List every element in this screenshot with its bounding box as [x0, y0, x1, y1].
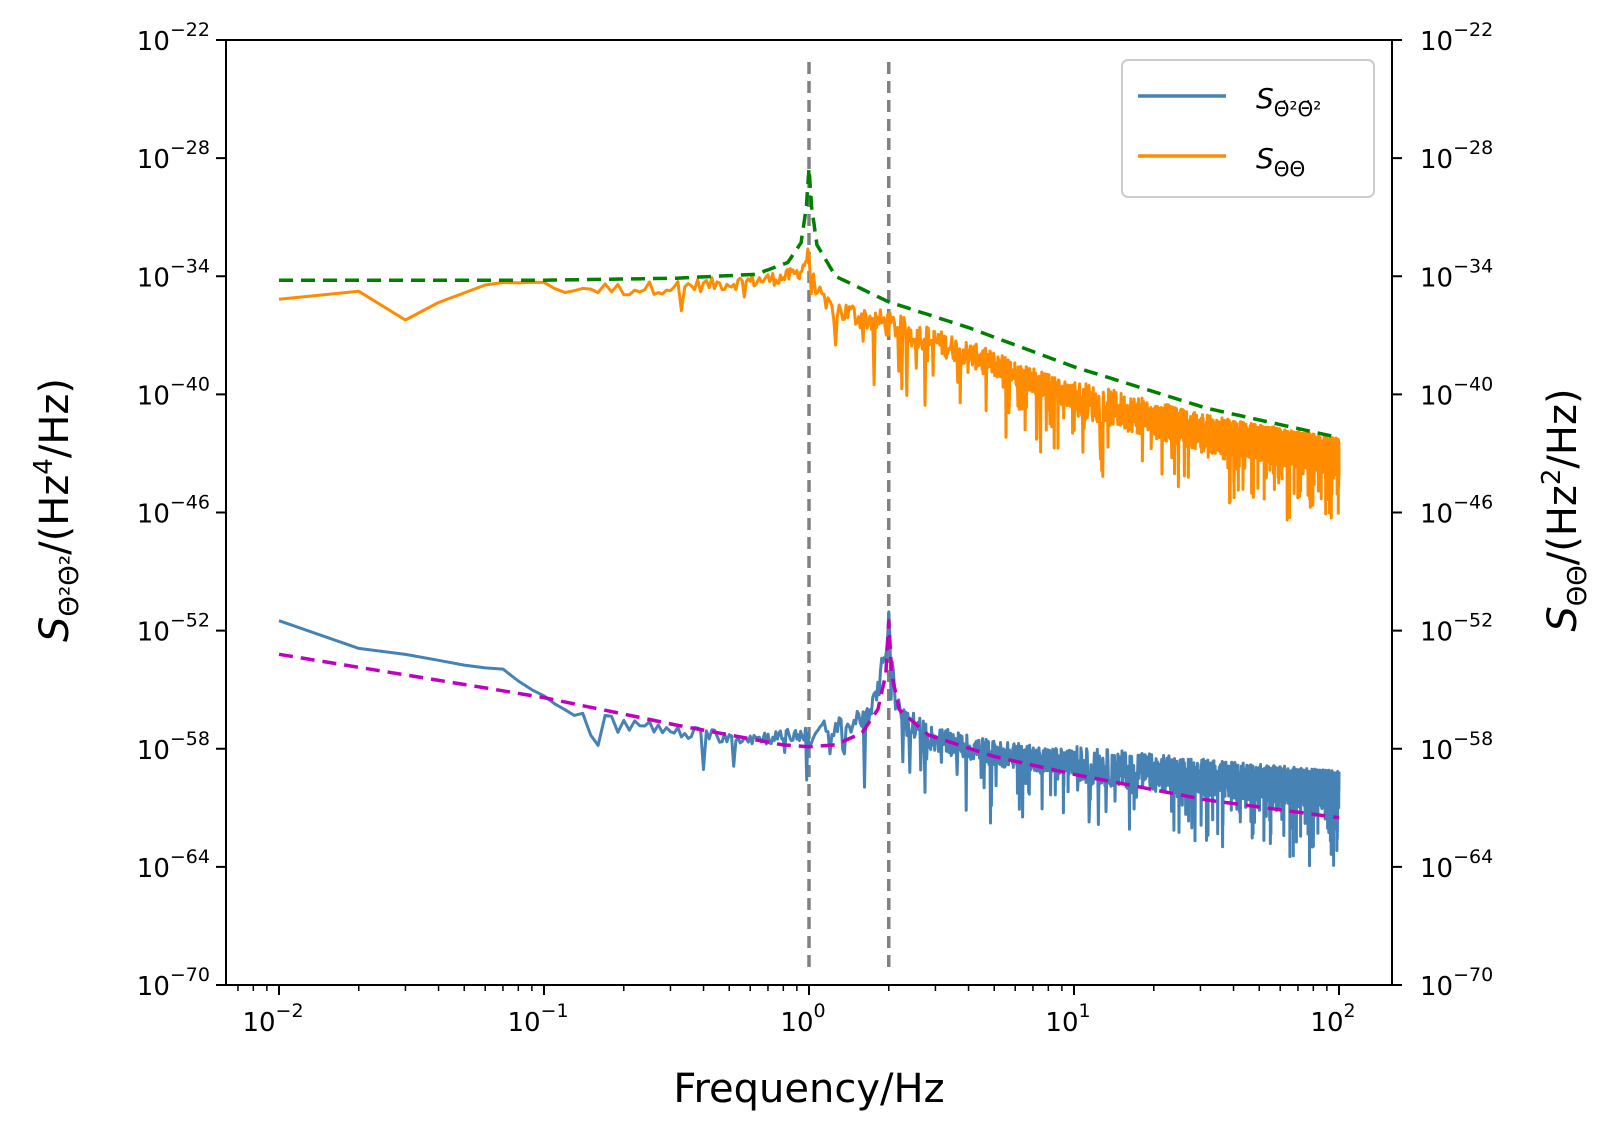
y-left-axis-title: SΘ̇²Θ̇²/(Hz4/Hz): [29, 378, 85, 642]
y-left-axis-title-tail: /Hz): [32, 378, 78, 458]
x-tick-exp-3: 0: [814, 1000, 826, 1022]
y-right-tick-exp-5: −46: [1453, 492, 1493, 514]
x-tick-exp-4: 1: [1079, 1000, 1091, 1022]
y-right-axis-title-main: S: [1540, 606, 1586, 631]
y-right-axis-title-exp: 2: [1537, 469, 1567, 486]
y-left-axis-title-exp: 4: [29, 458, 59, 475]
y-right-tick-exp-2: −28: [1453, 137, 1493, 159]
y-right-tick-exp-8: −64: [1453, 846, 1493, 868]
x-tick-exp-5: 2: [1344, 1000, 1356, 1022]
y-left-tick-exp-8: −64: [170, 846, 210, 868]
y-left-tick-exp-5: −46: [170, 492, 210, 514]
series-4-line: [278, 619, 1340, 820]
y-left-axis-title-main: S: [32, 617, 78, 642]
y-right-tick-exp-3: −34: [1453, 255, 1493, 277]
y-left-axis-title-unit: /(Hz: [32, 475, 78, 555]
y-right-axis-title-unit: /(Hz: [1540, 485, 1586, 565]
y-left-tick-exp-6: −52: [170, 610, 210, 632]
y-left-axis-title-sub: Θ̇²Θ̇²: [55, 555, 85, 617]
y-right-tick-exp-7: −58: [1453, 728, 1493, 750]
legend-label-sub-2: ΘΘ: [1274, 157, 1305, 181]
y-left-tick-exp-2: −28: [170, 137, 210, 159]
y-left-tick-exp-4: −40: [170, 373, 210, 395]
y-right-axis-title-sub: ΘΘ: [1563, 565, 1593, 606]
plot-area: [278, 62, 1341, 967]
y-right-tick-exp-6: −52: [1453, 610, 1493, 632]
x-axis-title: Frequency/Hz: [673, 1066, 944, 1112]
legend-box: [1121, 59, 1375, 198]
y-right-axis-title: SΘΘ/(Hz2/Hz): [1537, 388, 1593, 631]
y-left-tick-exp-9: −70: [170, 964, 210, 986]
x-tick-exp-2: −1: [541, 1000, 569, 1022]
y-right-tick-exp-9: −70: [1453, 964, 1493, 986]
legend-label-sub-1: Θ̇²Θ̇²: [1274, 97, 1322, 121]
series-3-line: [278, 610, 1341, 868]
y-right-tick-exp-1: −22: [1453, 19, 1493, 41]
y-left-tick-exp-1: −22: [170, 19, 210, 41]
y-right-axis-title-tail: /Hz): [1540, 388, 1586, 468]
x-tick-exp-1: −2: [276, 1000, 304, 1022]
series-1-line: [278, 247, 1341, 522]
y-left-tick-exp-7: −58: [170, 728, 210, 750]
y-left-tick-exp-3: −34: [170, 255, 210, 277]
y-right-tick-exp-4: −40: [1453, 373, 1493, 395]
series-2-line: [279, 166, 1340, 440]
